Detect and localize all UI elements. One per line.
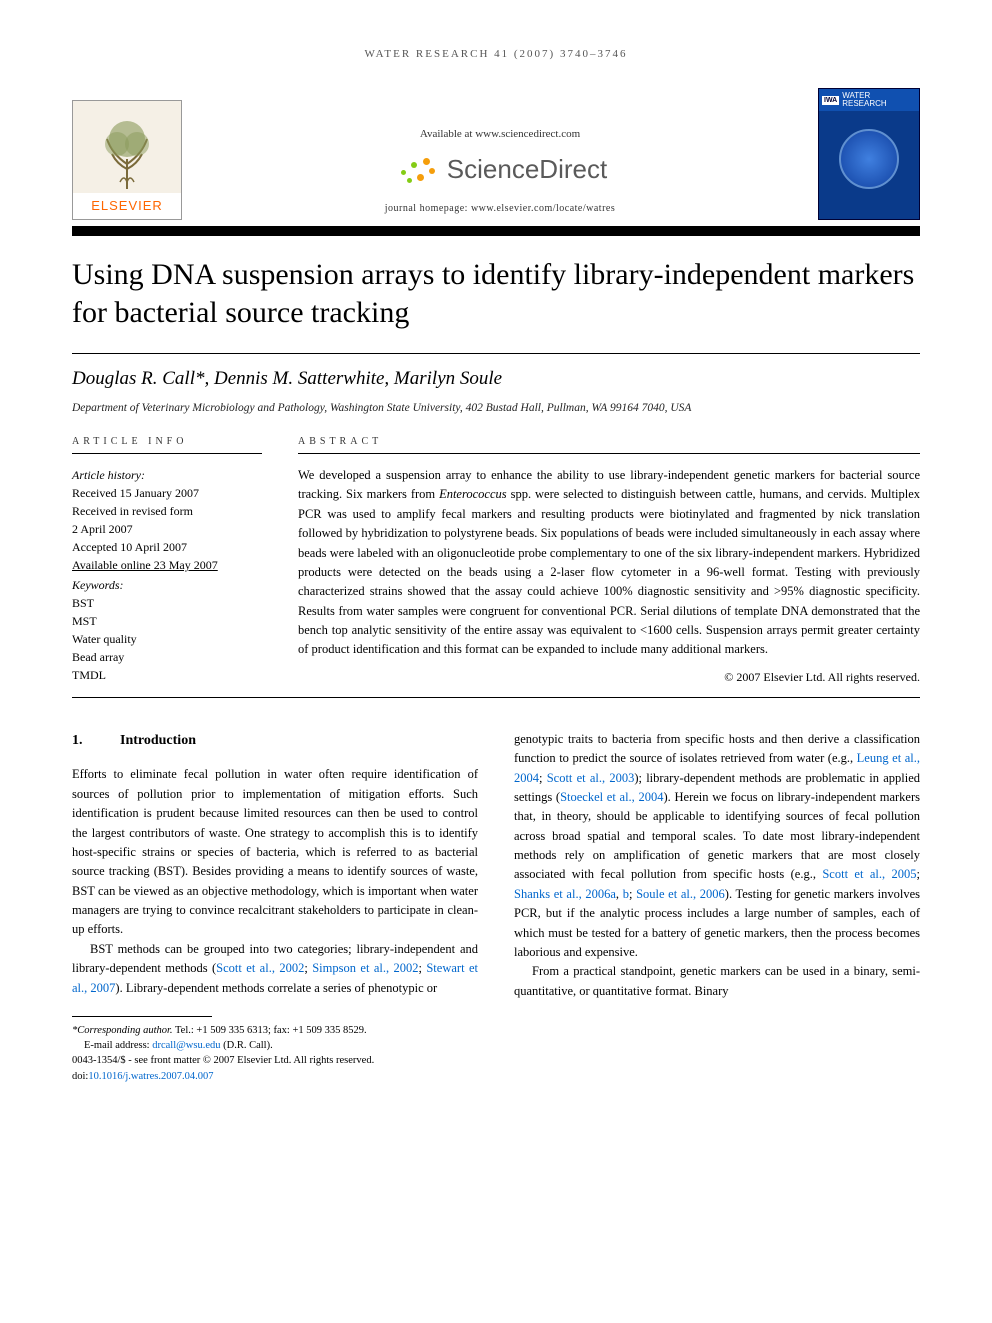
intro-right-p1e: ; (917, 867, 920, 881)
intro-title: Introduction (120, 733, 196, 748)
available-at-text: Available at www.sciencedirect.com (198, 128, 802, 140)
article-info-column: ARTICLE INFO Article history: Received 1… (72, 436, 262, 685)
elsevier-name: ELSEVIER (91, 194, 163, 219)
corr-label: *Corresponding author. (72, 1025, 173, 1036)
black-divider-bar (72, 226, 920, 236)
keyword-3: Bead array (72, 648, 262, 666)
body-column-left: 1.Introduction Efforts to eliminate feca… (72, 730, 478, 1084)
history-revised-2: 2 April 2007 (72, 520, 262, 538)
top-banner: ELSEVIER Available at www.sciencedirect.… (72, 88, 920, 220)
cite-scott-2003[interactable]: Scott et al., 2003 (547, 771, 635, 785)
authors: Douglas R. Call*, Dennis M. Satterwhite,… (72, 368, 920, 390)
intro-right-p1g: ; (629, 887, 636, 901)
cite-shanks-2006a[interactable]: Shanks et al., 2006a (514, 887, 616, 901)
cover-globe-icon (839, 129, 899, 189)
elsevier-tree-icon (92, 114, 162, 194)
intro-left-p2: BST methods can be grouped into two cate… (72, 940, 478, 998)
doi-link[interactable]: 10.1016/j.watres.2007.04.007 (88, 1071, 213, 1082)
abstract-copyright: © 2007 Elsevier Ltd. All rights reserved… (298, 670, 920, 685)
intro-right-p2: From a practical standpoint, genetic mar… (514, 962, 920, 1001)
keyword-2: Water quality (72, 630, 262, 648)
intro-right-p1: genotypic traits to bacteria from specif… (514, 730, 920, 963)
history-received: Received 15 January 2007 (72, 484, 262, 502)
footnote-doi: doi:10.1016/j.watres.2007.04.007 (72, 1069, 478, 1084)
intro-number: 1. (72, 730, 120, 752)
history-accepted: Accepted 10 April 2007 (72, 538, 262, 556)
article-history: Article history: Received 15 January 200… (72, 466, 262, 684)
abstract-rule (298, 453, 920, 454)
journal-homepage: journal homepage: www.elsevier.com/locat… (198, 203, 802, 214)
body-column-right: genotypic traits to bacteria from specif… (514, 730, 920, 1084)
info-rule (72, 453, 262, 454)
history-heading: Article history: (72, 466, 262, 484)
journal-cover: IWA WATER RESEARCH (818, 88, 920, 220)
iwa-badge: IWA (822, 96, 839, 105)
cite-simpson-2002[interactable]: Simpson et al., 2002 (312, 961, 418, 975)
cover-title-2: RESEARCH (842, 100, 886, 108)
cite-soule-2006[interactable]: Soule et al., 2006 (636, 887, 725, 901)
article-info-label: ARTICLE INFO (72, 436, 262, 447)
email-tail: (D.R. Call). (221, 1040, 273, 1051)
email-link[interactable]: drcall@wsu.edu (152, 1040, 220, 1051)
abstract-text: We developed a suspension array to enhan… (298, 466, 920, 660)
footnote-corresponding: *Corresponding author. Tel.: +1 509 335 … (72, 1023, 478, 1038)
cite-scott-2002[interactable]: Scott et al., 2002 (216, 961, 304, 975)
history-revised-1: Received in revised form (72, 502, 262, 520)
affiliation: Department of Veterinary Microbiology an… (72, 402, 920, 414)
email-label: E-mail address: (84, 1040, 152, 1051)
history-online: Available online 23 May 2007 (72, 556, 262, 574)
abstract-bottom-rule (72, 697, 920, 698)
footnote-rule (72, 1016, 212, 1017)
sciencedirect-dots-icon (393, 156, 441, 184)
sciencedirect-logo: ScienceDirect (198, 154, 802, 185)
keywords-heading: Keywords: (72, 576, 262, 594)
abstract-column: ABSTRACT We developed a suspension array… (298, 436, 920, 685)
intro-heading: 1.Introduction (72, 730, 478, 752)
footnote-email: E-mail address: drcall@wsu.edu (D.R. Cal… (72, 1038, 478, 1053)
banner-center: Available at www.sciencedirect.com Scien… (182, 128, 818, 220)
body-columns: 1.Introduction Efforts to eliminate feca… (72, 730, 920, 1084)
title-rule (72, 353, 920, 354)
cite-scott-2005[interactable]: Scott et al., 2005 (822, 867, 916, 881)
abstract-label: ABSTRACT (298, 436, 920, 447)
cite-stoeckel-2004[interactable]: Stoeckel et al., 2004 (560, 790, 663, 804)
abstract-ital: Enterococcus (439, 487, 507, 501)
intro-right-p1b: ; (539, 771, 547, 785)
running-header: WATER RESEARCH 41 (2007) 3740–3746 (72, 48, 920, 60)
sciencedirect-text: ScienceDirect (447, 154, 607, 185)
footnotes: *Corresponding author. Tel.: +1 509 335 … (72, 1023, 478, 1084)
intro-left-p2d: ). Library-dependent methods correlate a… (115, 981, 437, 995)
abstract-p1b: spp. were selected to distinguish betwee… (298, 487, 920, 656)
elsevier-logo: ELSEVIER (72, 100, 182, 220)
corr-tel: Tel.: +1 509 335 6313; fax: +1 509 335 8… (173, 1025, 367, 1036)
doi-label: doi: (72, 1071, 88, 1082)
intro-right-p1f: , (616, 887, 623, 901)
keyword-0: BST (72, 594, 262, 612)
keyword-1: MST (72, 612, 262, 630)
article-title: Using DNA suspension arrays to identify … (72, 256, 920, 331)
footnote-issn: 0043-1354/$ - see front matter © 2007 El… (72, 1053, 478, 1068)
cover-header: IWA WATER RESEARCH (819, 89, 919, 111)
intro-left-p1: Efforts to eliminate fecal pollution in … (72, 765, 478, 939)
keyword-4: TMDL (72, 666, 262, 684)
info-abstract-row: ARTICLE INFO Article history: Received 1… (72, 436, 920, 685)
